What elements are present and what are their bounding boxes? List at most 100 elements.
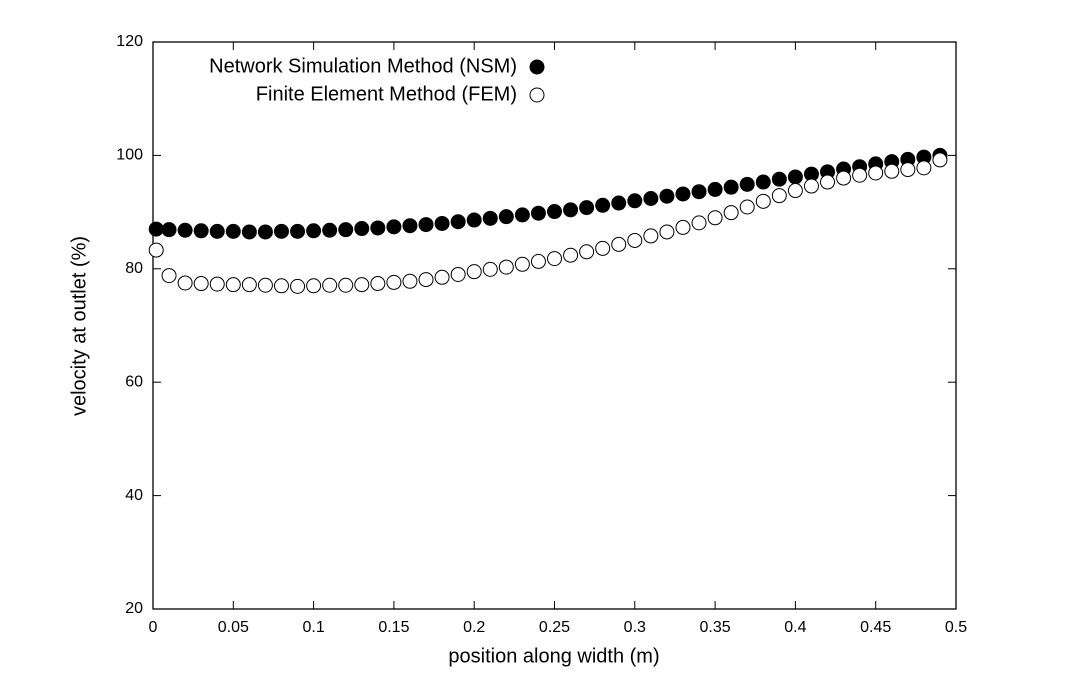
data-point — [241, 224, 257, 240]
x-tick-label: 0.25 — [539, 619, 570, 636]
data-point — [148, 242, 164, 258]
data-point — [787, 183, 803, 199]
data-point — [370, 276, 386, 292]
x-tick-label: 0.1 — [302, 619, 324, 636]
data-point — [595, 240, 611, 256]
data-point — [595, 197, 611, 213]
data-point — [418, 272, 434, 288]
data-point — [161, 222, 177, 238]
data-point — [916, 160, 932, 176]
x-tick-label: 0.5 — [945, 619, 967, 636]
data-point — [627, 232, 643, 248]
data-point — [402, 273, 418, 289]
data-point — [611, 236, 627, 252]
y-tick-label: 120 — [116, 33, 143, 50]
x-tick-label: 0.45 — [860, 619, 891, 636]
data-point — [177, 275, 193, 291]
data-point — [290, 223, 306, 239]
data-point — [161, 268, 177, 284]
data-point — [852, 167, 868, 183]
data-point — [148, 221, 164, 237]
data-point — [498, 259, 514, 275]
x-tick-label: 0.15 — [378, 619, 409, 636]
data-point — [659, 188, 675, 204]
data-point — [257, 224, 273, 240]
data-point — [225, 277, 241, 293]
y-tick-label: 20 — [125, 600, 143, 617]
data-point — [707, 210, 723, 226]
data-point — [627, 193, 643, 209]
data-point — [354, 221, 370, 237]
data-point — [579, 200, 595, 216]
data-point — [290, 278, 306, 294]
data-point — [755, 193, 771, 209]
data-point — [450, 214, 466, 230]
x-axis-label: position along width (m) — [448, 645, 659, 667]
data-point — [177, 222, 193, 238]
data-point — [820, 174, 836, 190]
data-point — [466, 212, 482, 228]
data-point — [354, 277, 370, 293]
data-point — [723, 205, 739, 221]
data-point — [322, 277, 338, 293]
data-point — [209, 276, 225, 292]
y-tick-label: 60 — [125, 373, 143, 390]
data-point — [370, 220, 386, 236]
data-point — [787, 169, 803, 185]
data-point — [466, 264, 482, 280]
legend-label: Network Simulation Method (NSM) — [209, 55, 517, 77]
data-point — [884, 163, 900, 179]
data-point — [434, 269, 450, 285]
data-point — [225, 223, 241, 239]
data-point — [739, 199, 755, 215]
data-point — [547, 204, 562, 220]
data-point — [338, 277, 354, 293]
data-point — [514, 256, 530, 272]
data-point — [659, 224, 675, 240]
y-tick-label: 100 — [116, 147, 143, 164]
data-point — [193, 276, 209, 292]
data-point — [547, 251, 562, 267]
data-point — [836, 170, 852, 186]
data-point — [193, 223, 209, 239]
data-point — [338, 222, 354, 238]
data-point — [563, 202, 579, 218]
y-tick-label: 80 — [125, 260, 143, 277]
data-point — [273, 223, 289, 239]
data-point — [241, 277, 257, 293]
data-point — [434, 215, 450, 231]
data-point — [691, 215, 707, 231]
data-point — [868, 165, 884, 181]
data-point — [900, 162, 916, 178]
data-point — [755, 174, 771, 190]
data-point — [402, 218, 418, 234]
data-point — [771, 188, 787, 204]
data-point — [306, 223, 322, 239]
data-point — [482, 210, 498, 226]
y-axis-label: velocity at outlet (%) — [68, 236, 90, 416]
x-tick-label: 0.3 — [624, 619, 646, 636]
x-tick-label: 0 — [149, 619, 158, 636]
data-point — [482, 261, 498, 277]
data-point — [273, 278, 289, 294]
data-point — [530, 205, 546, 221]
data-point — [450, 266, 466, 282]
plot-frame — [152, 41, 957, 610]
data-point — [306, 278, 322, 294]
legend-marker — [529, 87, 545, 103]
y-tick-label: 40 — [125, 487, 143, 504]
data-point — [803, 178, 819, 194]
data-point — [386, 274, 402, 290]
data-point — [579, 244, 595, 260]
data-point — [514, 207, 530, 223]
data-point — [498, 209, 514, 225]
x-tick-label: 0.35 — [700, 619, 731, 636]
data-point — [691, 184, 707, 200]
data-point — [530, 253, 546, 269]
data-point — [707, 181, 723, 197]
x-tick-label: 0.2 — [463, 619, 485, 636]
data-point — [739, 176, 755, 192]
data-point — [386, 219, 402, 235]
data-point — [563, 247, 579, 263]
data-point — [418, 217, 434, 233]
